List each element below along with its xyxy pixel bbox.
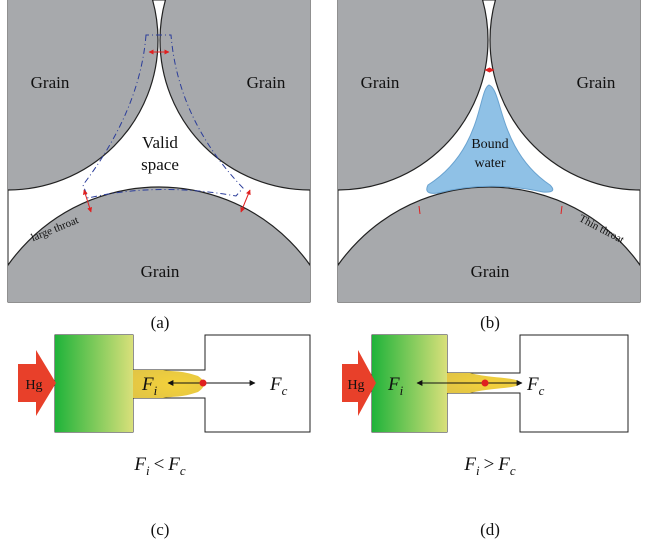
force-subscript: i: [400, 383, 404, 398]
force-symbol: F: [141, 374, 154, 395]
fluid-label: Hg: [347, 378, 364, 393]
force-symbol: F: [387, 374, 400, 395]
region-label: water: [474, 156, 505, 171]
force-subscript: c: [510, 463, 516, 478]
contact-point: [200, 380, 207, 387]
force-symbol: F: [133, 454, 146, 475]
operator: >: [484, 454, 495, 475]
force-symbol: F: [463, 454, 476, 475]
grain-label: Grain: [247, 73, 286, 92]
region-label: Valid: [142, 133, 178, 152]
caption: (b): [480, 313, 500, 332]
region-label: Bound: [471, 137, 508, 152]
panel-c: Hg Fi Fc Fi<Fc (c): [18, 335, 310, 539]
operator: <: [154, 454, 165, 475]
region-label: space: [141, 155, 179, 174]
caption: (c): [151, 520, 170, 539]
force-subscript: i: [154, 383, 158, 398]
fluid-label: Hg: [25, 378, 42, 393]
figure: Grain Grain Grain Valid space large thro…: [0, 0, 648, 552]
force-symbol: F: [497, 454, 510, 475]
mercury-body: [55, 335, 133, 432]
grain-label: Grain: [361, 73, 400, 92]
caption: (a): [151, 313, 170, 332]
grain-label: Grain: [141, 262, 180, 281]
force-subscript: c: [282, 383, 288, 398]
grain-label: Grain: [577, 73, 616, 92]
caption: (d): [480, 520, 500, 539]
force-subscript: i: [146, 463, 150, 478]
grain-label: Grain: [471, 262, 510, 281]
force-symbol: F: [526, 374, 539, 395]
contact-point: [482, 380, 489, 387]
condition: Fi>Fc: [463, 454, 516, 478]
page: Grain Grain Grain Valid space large thro…: [0, 0, 648, 552]
force-symbol: F: [269, 374, 282, 395]
condition: Fi<Fc: [133, 454, 186, 478]
grain-label: Grain: [31, 73, 70, 92]
force-symbol: F: [167, 454, 180, 475]
force-subscript: i: [476, 463, 480, 478]
panel-d: Hg Fi Fc Fi>Fc (d): [342, 335, 628, 539]
force-subscript: c: [180, 463, 186, 478]
force-subscript: c: [539, 383, 545, 398]
